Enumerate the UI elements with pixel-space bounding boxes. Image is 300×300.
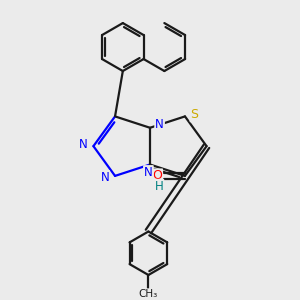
Text: S: S (190, 108, 199, 121)
Text: H: H (154, 180, 163, 193)
Text: N: N (79, 138, 88, 151)
Text: N: N (155, 118, 164, 131)
Text: N: N (100, 171, 109, 184)
Text: O: O (152, 169, 162, 182)
Text: N: N (144, 166, 153, 179)
Text: CH₃: CH₃ (139, 289, 158, 299)
